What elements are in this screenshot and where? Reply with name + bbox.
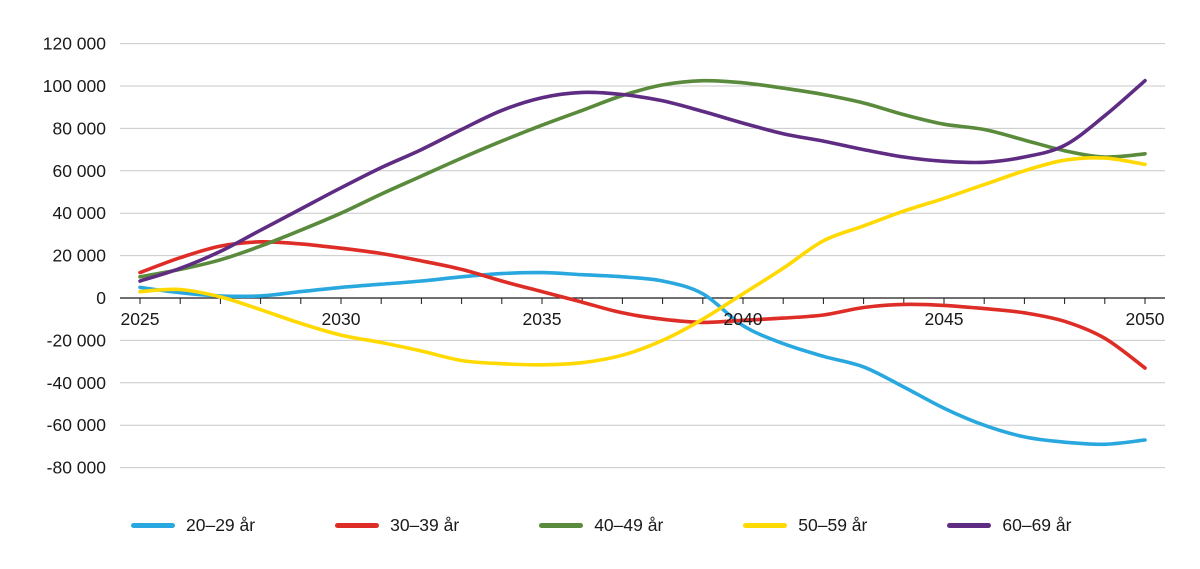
- svg-text:2050: 2050: [1126, 309, 1165, 329]
- chart-legend: 20–29 år 30–39 år 40–49 år 50–59 år 60–6…: [0, 509, 1200, 541]
- svg-text:-20 000: -20 000: [47, 330, 107, 350]
- svg-text:2040: 2040: [724, 309, 763, 329]
- legend-item-40-49: 40–49 år: [539, 515, 663, 536]
- svg-text:60 000: 60 000: [52, 161, 106, 181]
- svg-text:-80 000: -80 000: [47, 458, 107, 478]
- legend-item-60-69: 60–69 år: [947, 515, 1071, 536]
- legend-item-30-39: 30–39 år: [335, 515, 459, 536]
- svg-text:-40 000: -40 000: [47, 373, 107, 393]
- legend-line-swatch-30-39-icon: [335, 522, 380, 528]
- svg-text:2045: 2045: [925, 309, 964, 329]
- legend-item-20-29: 20–29 år: [131, 515, 255, 536]
- svg-text:80 000: 80 000: [52, 118, 106, 138]
- svg-text:20 000: 20 000: [52, 246, 106, 266]
- legend-label-20-29: 20–29 år: [186, 514, 256, 535]
- legend-label-30-39: 30–39 år: [390, 514, 460, 535]
- legend-line-swatch-40-49-icon: [539, 522, 584, 528]
- legend-label-40-49: 40–49 år: [594, 514, 664, 535]
- svg-text:2035: 2035: [523, 309, 562, 329]
- legend-item-50-59: 50–59 år: [743, 515, 867, 536]
- legend-label-60-69: 60–69 år: [1002, 514, 1072, 535]
- legend-line-swatch-20-29-icon: [131, 522, 175, 528]
- legend-label-50-59: 50–59 år: [798, 514, 868, 535]
- svg-text:40 000: 40 000: [52, 203, 106, 223]
- legend-line-swatch-60-69-icon: [947, 522, 992, 528]
- svg-text:2030: 2030: [322, 309, 361, 329]
- svg-text:-60 000: -60 000: [47, 415, 107, 435]
- svg-text:100 000: 100 000: [43, 76, 107, 96]
- chart-plot-area: 120 000 100 000 80 000 60 000 40 000 20 000 0 -…: [43, 34, 1165, 478]
- svg-text:2025: 2025: [121, 309, 160, 329]
- svg-text:120 000: 120 000: [43, 34, 107, 54]
- legend-line-swatch-50-59-icon: [743, 522, 788, 528]
- svg-text:0: 0: [96, 288, 106, 308]
